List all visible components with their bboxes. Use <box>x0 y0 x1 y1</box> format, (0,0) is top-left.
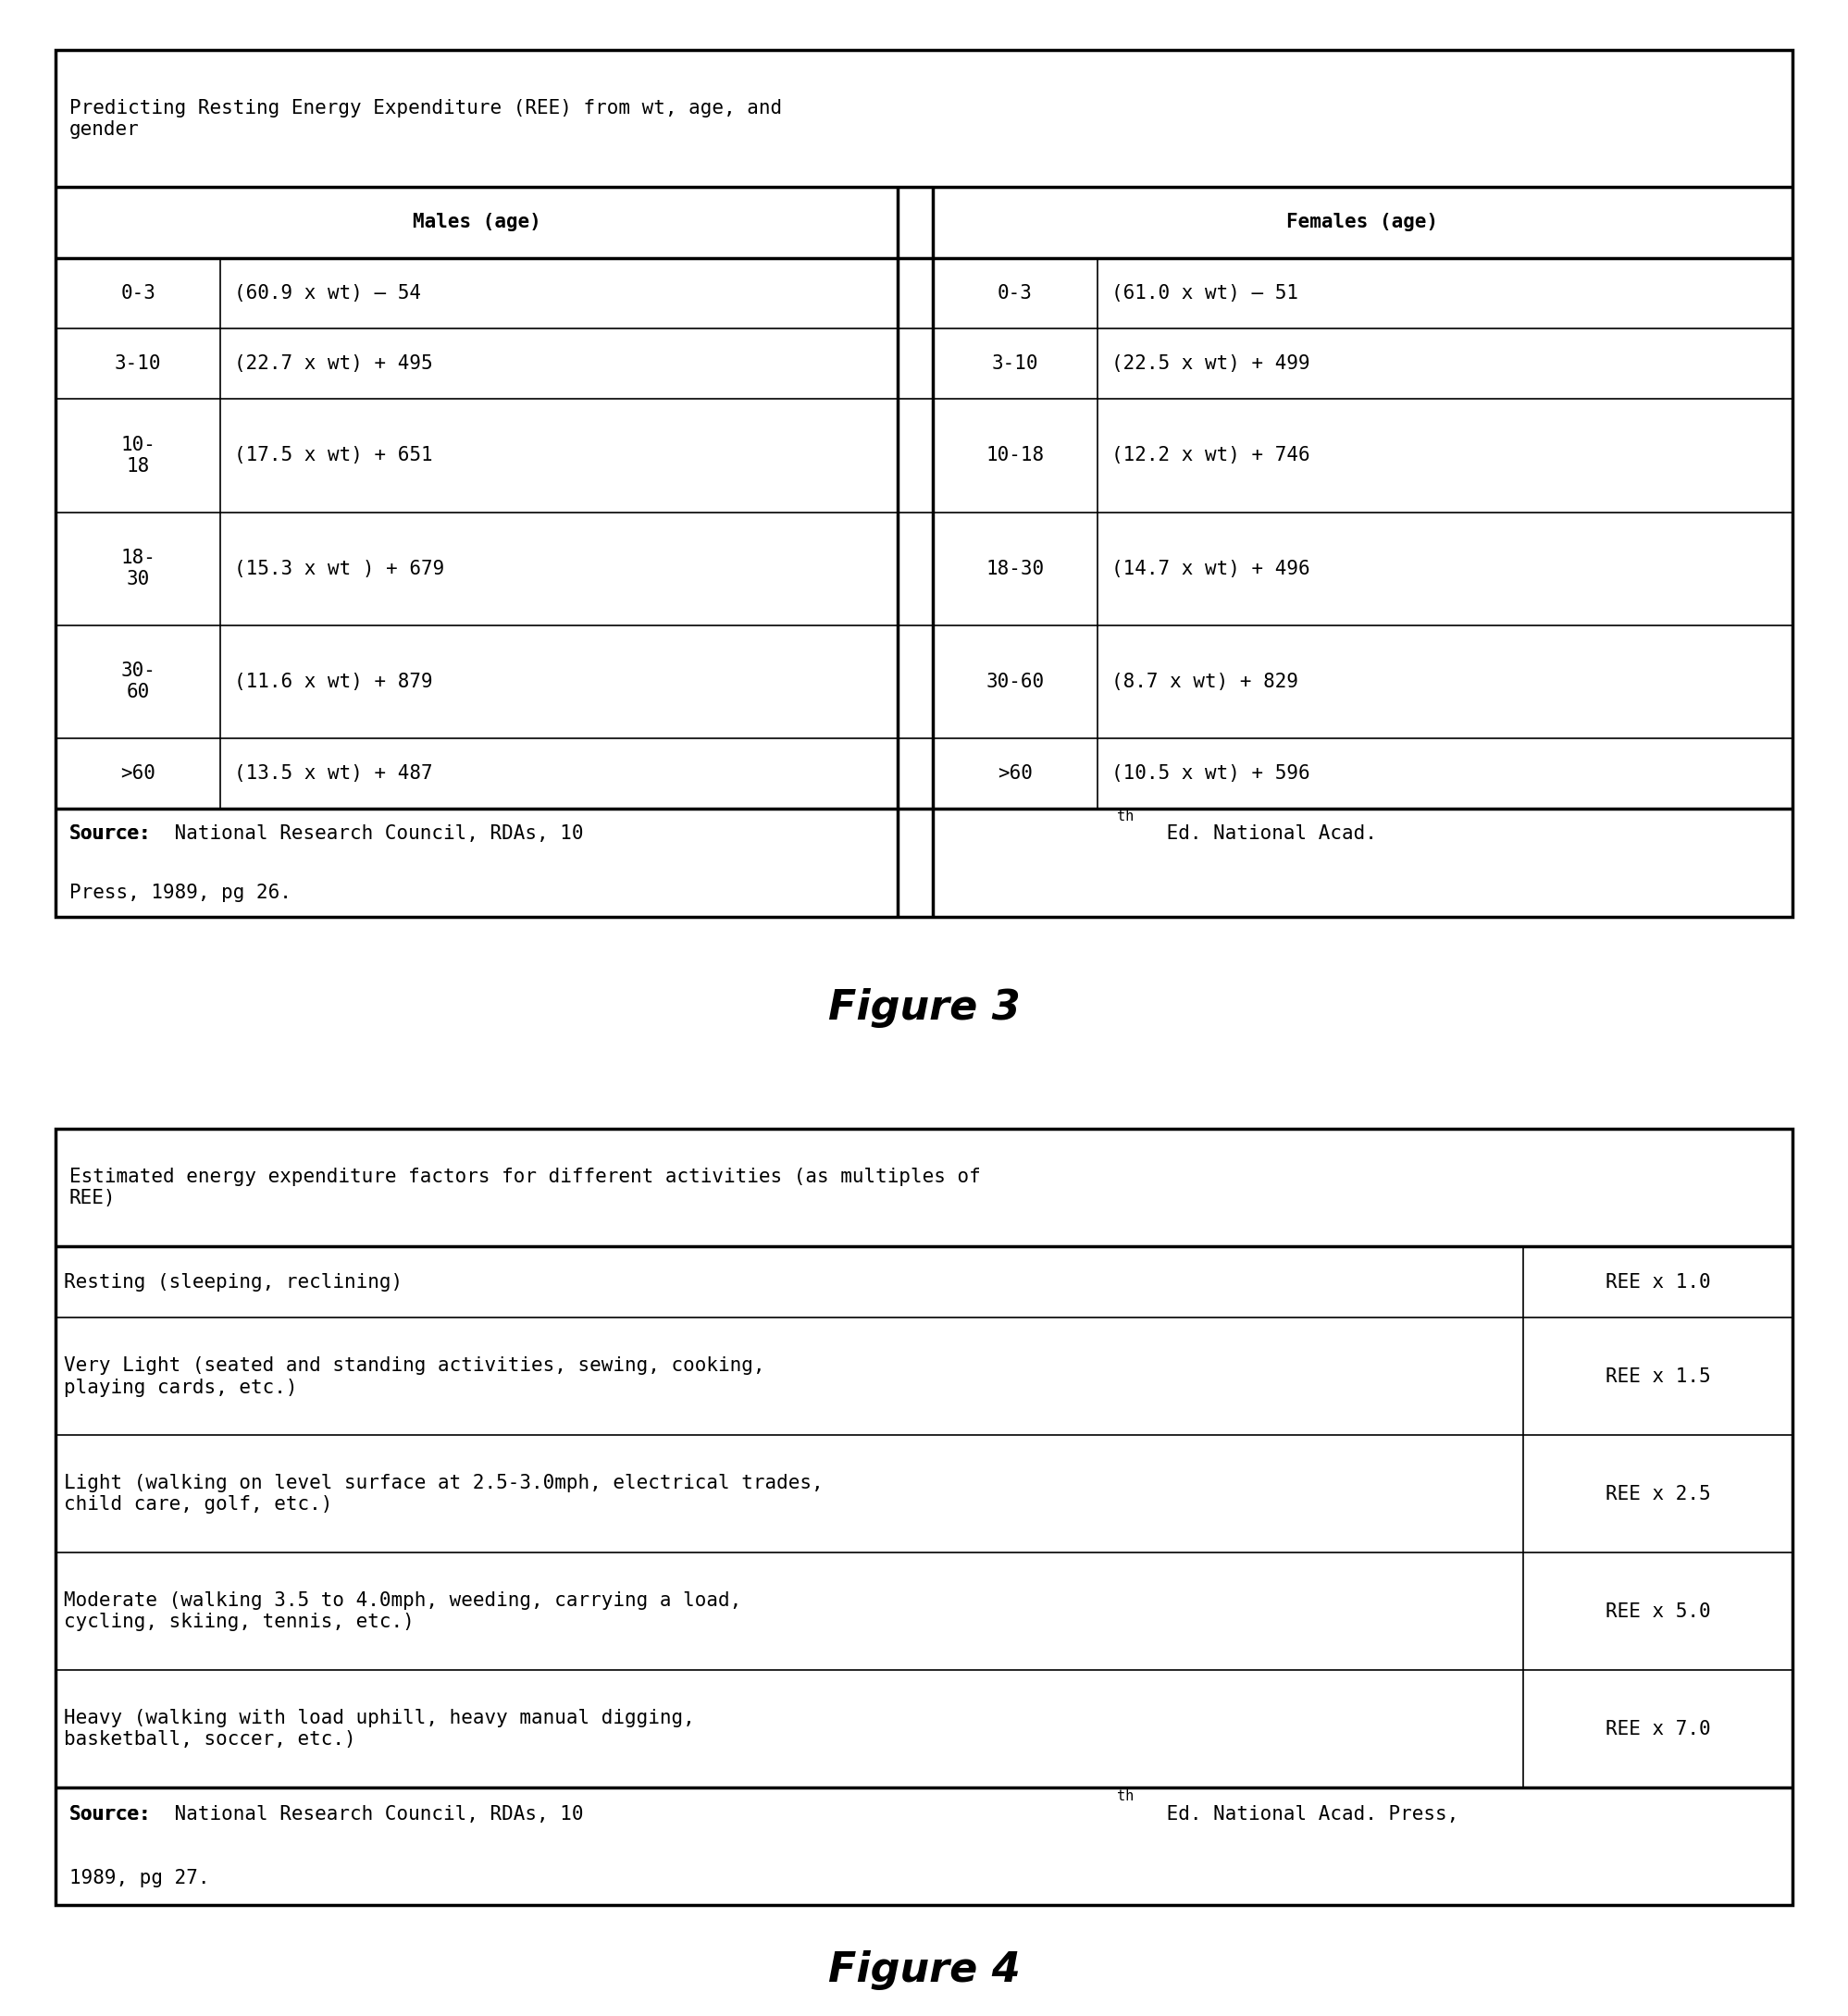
Text: REE x 2.5: REE x 2.5 <box>1606 1486 1711 1504</box>
Text: Source:  National Research Council, RDAs, 10: Source: National Research Council, RDAs,… <box>70 1806 584 1824</box>
Text: 10-18: 10-18 <box>987 446 1044 466</box>
Text: th: th <box>1116 810 1133 823</box>
Text: th: th <box>1116 1788 1133 1802</box>
Text: 30-60: 30-60 <box>987 673 1044 691</box>
Text: 18-30: 18-30 <box>987 558 1044 579</box>
Text: 3-10: 3-10 <box>992 355 1039 373</box>
Text: (61.0 x wt) – 51: (61.0 x wt) – 51 <box>1112 284 1299 302</box>
Text: (11.6 x wt) + 879: (11.6 x wt) + 879 <box>235 673 432 691</box>
Text: Moderate (walking 3.5 to 4.0mph, weeding, carrying a load,
cycling, skiing, tenn: Moderate (walking 3.5 to 4.0mph, weeding… <box>65 1591 741 1631</box>
Text: Source:: Source: <box>70 825 152 843</box>
Text: Heavy (walking with load uphill, heavy manual digging,
basketball, soccer, etc.): Heavy (walking with load uphill, heavy m… <box>65 1710 695 1750</box>
Text: Figure 3: Figure 3 <box>828 988 1020 1028</box>
Text: >60: >60 <box>120 764 155 782</box>
Text: >60: >60 <box>998 764 1033 782</box>
Text: Estimated energy expenditure factors for different activities (as multiples of
R: Estimated energy expenditure factors for… <box>70 1167 981 1208</box>
Text: REE x 1.5: REE x 1.5 <box>1606 1367 1711 1385</box>
Text: Females (age): Females (age) <box>1286 214 1438 232</box>
Text: Predicting Resting Energy Expenditure (REE) from wt, age, and
gender: Predicting Resting Energy Expenditure (R… <box>70 99 782 139</box>
Text: REE x 1.0: REE x 1.0 <box>1606 1272 1711 1292</box>
Text: (8.7 x wt) + 829: (8.7 x wt) + 829 <box>1112 673 1299 691</box>
Text: 0-3: 0-3 <box>998 284 1033 302</box>
Text: Press, 1989, pg 26.: Press, 1989, pg 26. <box>70 883 292 901</box>
Text: Figure 4: Figure 4 <box>828 1951 1020 1990</box>
Text: 18-
30: 18- 30 <box>120 548 155 589</box>
Text: Light (walking on level surface at 2.5-3.0mph, electrical trades,
child care, go: Light (walking on level surface at 2.5-3… <box>65 1474 824 1514</box>
Text: Source:: Source: <box>70 1806 152 1824</box>
Text: 0-3: 0-3 <box>120 284 155 302</box>
Text: 10-
18: 10- 18 <box>120 435 155 476</box>
Text: (17.5 x wt) + 651: (17.5 x wt) + 651 <box>235 446 432 466</box>
Text: (15.3 x wt ) + 679: (15.3 x wt ) + 679 <box>235 558 445 579</box>
Text: 30-
60: 30- 60 <box>120 661 155 702</box>
Text: Ed. National Acad.: Ed. National Acad. <box>1155 825 1377 843</box>
Text: REE x 7.0: REE x 7.0 <box>1606 1720 1711 1738</box>
Text: (60.9 x wt) – 54: (60.9 x wt) – 54 <box>235 284 421 302</box>
Text: Males (age): Males (age) <box>412 214 541 232</box>
Text: (12.2 x wt) + 746: (12.2 x wt) + 746 <box>1112 446 1310 466</box>
Text: Resting (sleeping, reclining): Resting (sleeping, reclining) <box>65 1272 403 1292</box>
Text: (10.5 x wt) + 596: (10.5 x wt) + 596 <box>1112 764 1310 782</box>
Text: REE x 5.0: REE x 5.0 <box>1606 1603 1711 1621</box>
Text: Very Light (seated and standing activities, sewing, cooking,
playing cards, etc.: Very Light (seated and standing activiti… <box>65 1357 765 1397</box>
Text: (22.5 x wt) + 499: (22.5 x wt) + 499 <box>1112 355 1310 373</box>
Text: 1989, pg 27.: 1989, pg 27. <box>70 1869 209 1887</box>
Text: (13.5 x wt) + 487: (13.5 x wt) + 487 <box>235 764 432 782</box>
Text: (14.7 x wt) + 496: (14.7 x wt) + 496 <box>1112 558 1310 579</box>
Text: Source:  National Research Council, RDAs, 10: Source: National Research Council, RDAs,… <box>70 825 584 843</box>
Text: Ed. National Acad. Press,: Ed. National Acad. Press, <box>1155 1806 1458 1824</box>
Text: 3-10: 3-10 <box>115 355 161 373</box>
Text: (22.7 x wt) + 495: (22.7 x wt) + 495 <box>235 355 432 373</box>
